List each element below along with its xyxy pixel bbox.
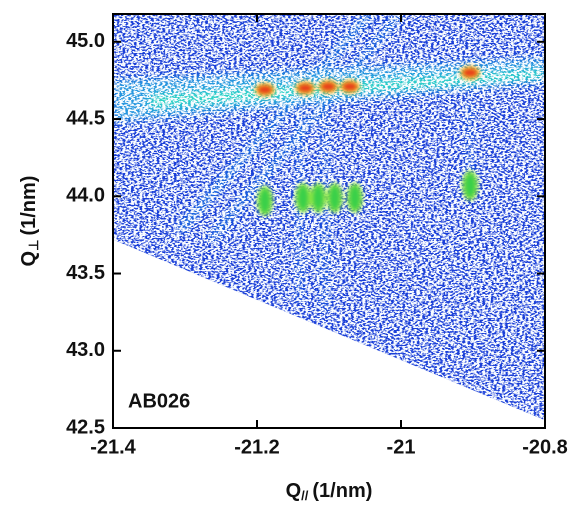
x-axis-title: Q//(1/nm) xyxy=(286,480,373,503)
y-tick-label: 43.0 xyxy=(66,339,105,361)
peak xyxy=(462,170,479,201)
y-tick-label: 44.0 xyxy=(66,185,105,207)
y-tick-label: 42.5 xyxy=(66,416,105,438)
peak xyxy=(339,79,360,94)
map xyxy=(113,14,545,421)
x-tick-label: -20.8 xyxy=(522,436,568,458)
peaks xyxy=(254,65,481,216)
peak xyxy=(295,81,316,96)
peak xyxy=(295,182,312,213)
y-tick-label: 44.5 xyxy=(66,107,105,129)
peak xyxy=(318,79,339,94)
y-tick-label: 43.5 xyxy=(66,262,105,284)
x-tick-label: -21.4 xyxy=(90,436,136,458)
peak xyxy=(254,82,275,97)
peak xyxy=(256,185,273,216)
y-axis-title: Q⊥(1/nm) xyxy=(18,176,41,267)
x-tick-label: -21.2 xyxy=(234,436,280,458)
peak xyxy=(346,182,363,213)
x-tick-label: -21 xyxy=(387,436,416,458)
peak xyxy=(326,182,343,213)
y-tick-label: 45.0 xyxy=(66,30,105,52)
sample-label: AB026 xyxy=(128,390,190,412)
peak xyxy=(460,65,481,80)
noise-texture xyxy=(113,14,545,421)
plot-frame xyxy=(112,13,546,429)
peak xyxy=(310,182,327,213)
